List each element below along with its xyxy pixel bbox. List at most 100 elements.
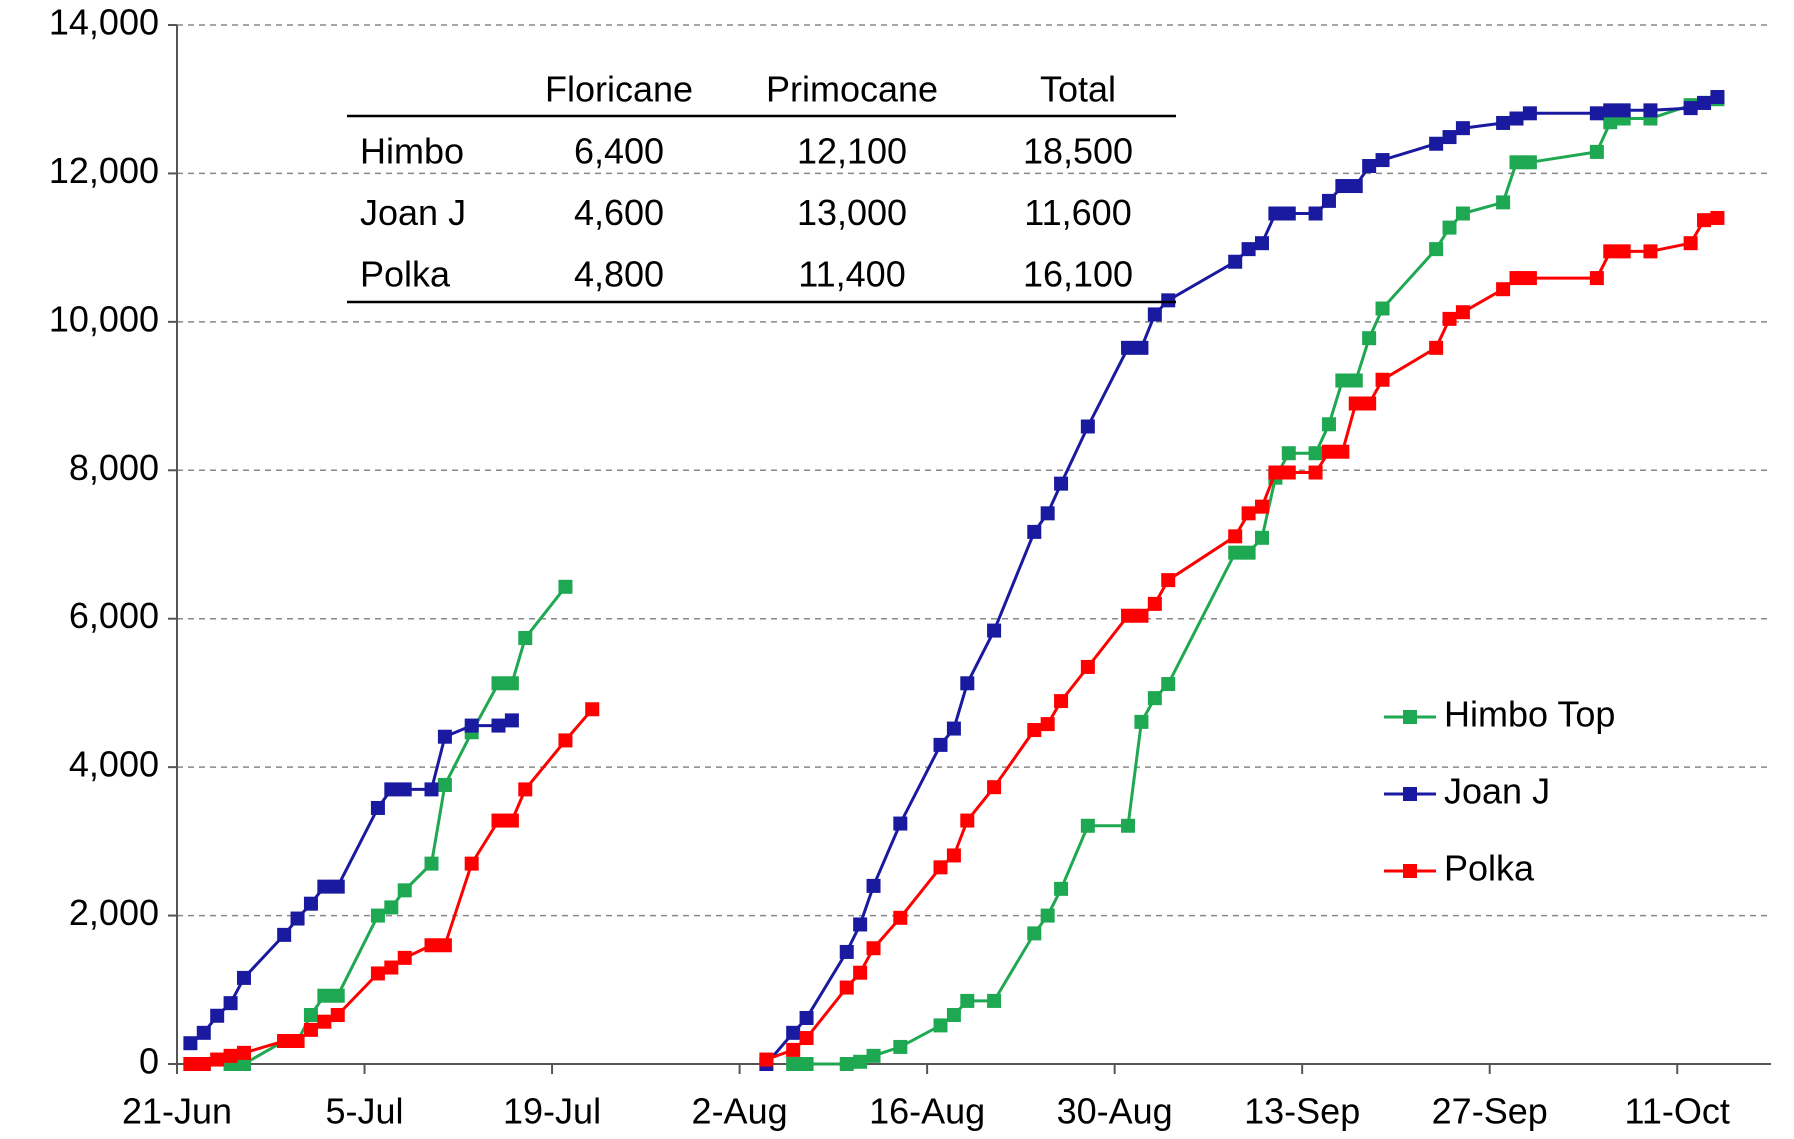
x-tick-label: 16-Aug xyxy=(869,1091,985,1132)
data-point xyxy=(424,782,439,797)
data-point xyxy=(277,1033,292,1048)
data-point xyxy=(866,1048,881,1063)
data-point xyxy=(1228,254,1243,269)
data-point xyxy=(1054,881,1069,896)
data-point xyxy=(933,1018,948,1033)
data-point xyxy=(1121,340,1136,355)
data-point xyxy=(1522,106,1537,121)
data-point xyxy=(1348,396,1363,411)
legend-label: Polka xyxy=(1444,848,1535,889)
y-tick-label: 4,000 xyxy=(69,744,159,785)
data-point xyxy=(1321,417,1336,432)
legend-marker xyxy=(1403,710,1417,724)
table-cell: 11,400 xyxy=(798,254,905,295)
table-cell: 4,800 xyxy=(574,254,664,295)
data-point xyxy=(183,1036,198,1051)
data-point xyxy=(1509,111,1524,126)
data-point xyxy=(1308,206,1323,221)
data-point xyxy=(1589,271,1604,286)
data-point xyxy=(183,1057,198,1071)
data-point xyxy=(1080,419,1095,434)
data-point xyxy=(1121,818,1136,833)
data-point xyxy=(1375,372,1390,387)
data-point xyxy=(397,950,412,965)
data-point xyxy=(1321,193,1336,208)
data-point xyxy=(303,1022,318,1037)
data-point xyxy=(1054,694,1069,709)
data-point xyxy=(1335,179,1350,194)
data-point xyxy=(196,1057,211,1071)
data-point xyxy=(1375,301,1390,316)
data-point xyxy=(933,860,948,875)
data-point xyxy=(1710,210,1725,225)
data-point xyxy=(1268,206,1283,221)
data-point xyxy=(1268,465,1283,480)
x-tick-label: 27-Sep xyxy=(1432,1091,1548,1132)
legend-label: Himbo Top xyxy=(1444,694,1615,735)
legend-marker xyxy=(1403,787,1417,801)
data-point xyxy=(223,1048,238,1063)
data-point xyxy=(1509,155,1524,170)
y-tick-label: 14,000 xyxy=(49,2,159,43)
data-point xyxy=(558,733,573,748)
data-point xyxy=(1040,717,1055,732)
data-point xyxy=(1080,659,1095,674)
table-cell: 11,600 xyxy=(1024,192,1131,233)
x-tick-label: 2-Aug xyxy=(692,1091,788,1132)
data-point xyxy=(987,623,1002,638)
data-point xyxy=(1121,608,1136,623)
table-cell: 12,100 xyxy=(797,131,907,172)
data-point xyxy=(504,713,519,728)
x-tick-label: 30-Aug xyxy=(1057,1091,1173,1132)
data-point xyxy=(1589,144,1604,159)
data-point xyxy=(987,780,1002,795)
data-point xyxy=(839,944,854,959)
data-point xyxy=(1254,499,1269,514)
data-point xyxy=(1710,89,1725,104)
data-point xyxy=(1161,677,1176,692)
data-point xyxy=(987,993,1002,1008)
data-point xyxy=(210,1008,225,1023)
data-point xyxy=(303,896,318,911)
data-point xyxy=(236,1045,251,1060)
data-point xyxy=(1134,714,1149,729)
data-point xyxy=(1616,103,1631,118)
data-point xyxy=(223,996,238,1011)
data-point xyxy=(491,676,506,691)
data-point xyxy=(1054,476,1069,491)
data-point xyxy=(893,910,908,925)
data-point xyxy=(1603,244,1618,259)
data-point xyxy=(290,1033,305,1048)
data-point xyxy=(558,579,573,594)
data-point xyxy=(370,800,385,815)
data-point xyxy=(236,1057,251,1071)
data-point xyxy=(1496,195,1511,210)
table-cell: 16,100 xyxy=(1023,254,1133,295)
data-point xyxy=(946,1008,961,1023)
table-cell: 6,400 xyxy=(574,131,664,172)
data-point xyxy=(236,970,251,985)
data-point xyxy=(839,1057,854,1071)
data-point xyxy=(1241,242,1256,257)
series-line xyxy=(189,95,1719,1065)
x-tick-label: 21-Jun xyxy=(122,1091,232,1132)
data-point xyxy=(1362,331,1377,346)
data-point xyxy=(1027,524,1042,539)
data-point xyxy=(1455,305,1470,320)
data-point xyxy=(1362,159,1377,174)
data-point xyxy=(1027,723,1042,738)
data-point xyxy=(1589,106,1604,121)
data-point xyxy=(317,879,332,894)
data-point xyxy=(866,878,881,893)
data-point xyxy=(1241,506,1256,521)
data-point xyxy=(853,965,868,980)
y-tick-label: 8,000 xyxy=(69,447,159,488)
y-tick-label: 0 xyxy=(139,1041,159,1082)
data-point xyxy=(491,718,506,733)
data-point xyxy=(1616,244,1631,259)
data-point xyxy=(384,782,399,797)
data-point xyxy=(491,813,506,828)
data-point xyxy=(1321,444,1336,459)
data-point xyxy=(1308,465,1323,480)
